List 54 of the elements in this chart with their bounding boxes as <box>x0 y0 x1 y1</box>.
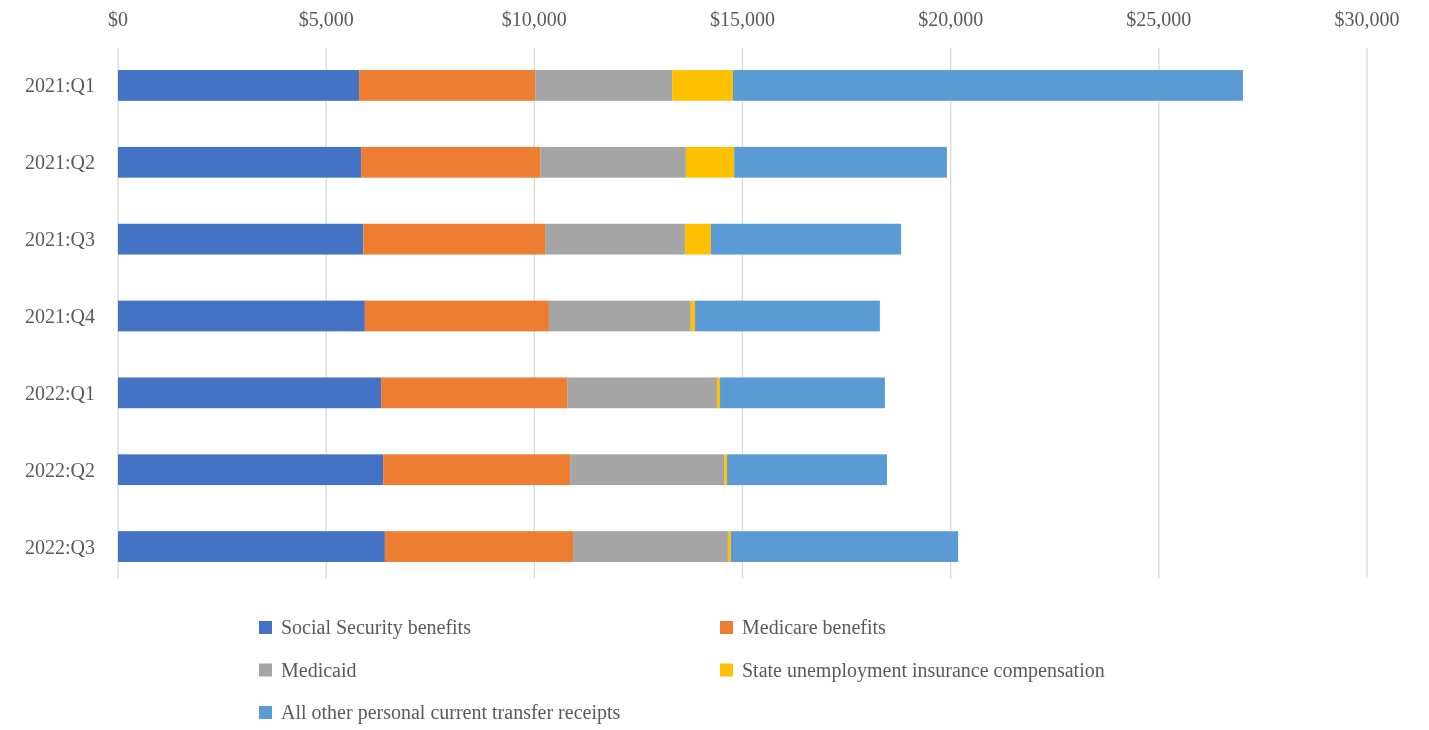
bar <box>685 223 711 255</box>
bar <box>730 531 959 562</box>
x-tick-label: $10,000 <box>501 8 567 30</box>
bar <box>695 300 880 332</box>
legend-label: Medicaid <box>281 658 357 681</box>
bar <box>540 146 686 178</box>
bar <box>363 223 546 255</box>
legend-label: State unemployment insurance compensation <box>742 658 1105 682</box>
bar <box>384 531 574 562</box>
bar <box>361 146 541 178</box>
x-tick-label: $15,000 <box>710 8 775 30</box>
bar <box>724 454 728 486</box>
bar <box>118 377 382 409</box>
bar <box>118 531 385 562</box>
bar <box>545 223 686 255</box>
bar <box>567 377 718 409</box>
bar <box>118 300 365 332</box>
bar <box>118 454 384 486</box>
bar <box>685 146 735 178</box>
y-tick-label: 2021:Q4 <box>25 305 95 327</box>
bar <box>717 377 721 409</box>
bar <box>118 223 364 255</box>
bar <box>383 454 571 486</box>
x-tick-label: $5,000 <box>298 8 354 30</box>
y-tick-label: 2021:Q3 <box>25 228 95 251</box>
y-tick-label: 2021:Q2 <box>25 151 95 174</box>
bar <box>118 146 362 178</box>
legend-label: All other personal current transfer receipts <box>281 701 621 724</box>
x-tick-label: $0 <box>108 8 128 30</box>
y-tick-label: 2022:Q2 <box>25 458 95 481</box>
bar <box>381 377 568 409</box>
bar <box>570 454 725 486</box>
x-tick-label: $25,000 <box>1126 8 1192 30</box>
y-tick-label: 2022:Q1 <box>25 381 95 404</box>
y-tick-label: 2022:Q3 <box>25 535 95 558</box>
bar <box>720 377 885 409</box>
bar <box>732 70 1243 101</box>
bar <box>535 70 673 101</box>
legend-label: Medicare benefits <box>742 616 887 638</box>
bar <box>727 454 887 486</box>
bar <box>573 531 728 562</box>
bar <box>690 300 696 332</box>
bar <box>118 70 360 101</box>
legend-label: Social Security benefits <box>281 616 472 639</box>
bar <box>734 146 947 178</box>
bar <box>727 531 731 562</box>
x-tick-label: $30,000 <box>1334 8 1400 30</box>
bar <box>548 300 691 332</box>
y-tick-label: 2021:Q1 <box>25 74 95 97</box>
bar <box>710 223 902 255</box>
bar <box>364 300 549 332</box>
bar <box>359 70 536 101</box>
x-tick-label: $20,000 <box>918 8 984 30</box>
bar <box>672 70 733 101</box>
